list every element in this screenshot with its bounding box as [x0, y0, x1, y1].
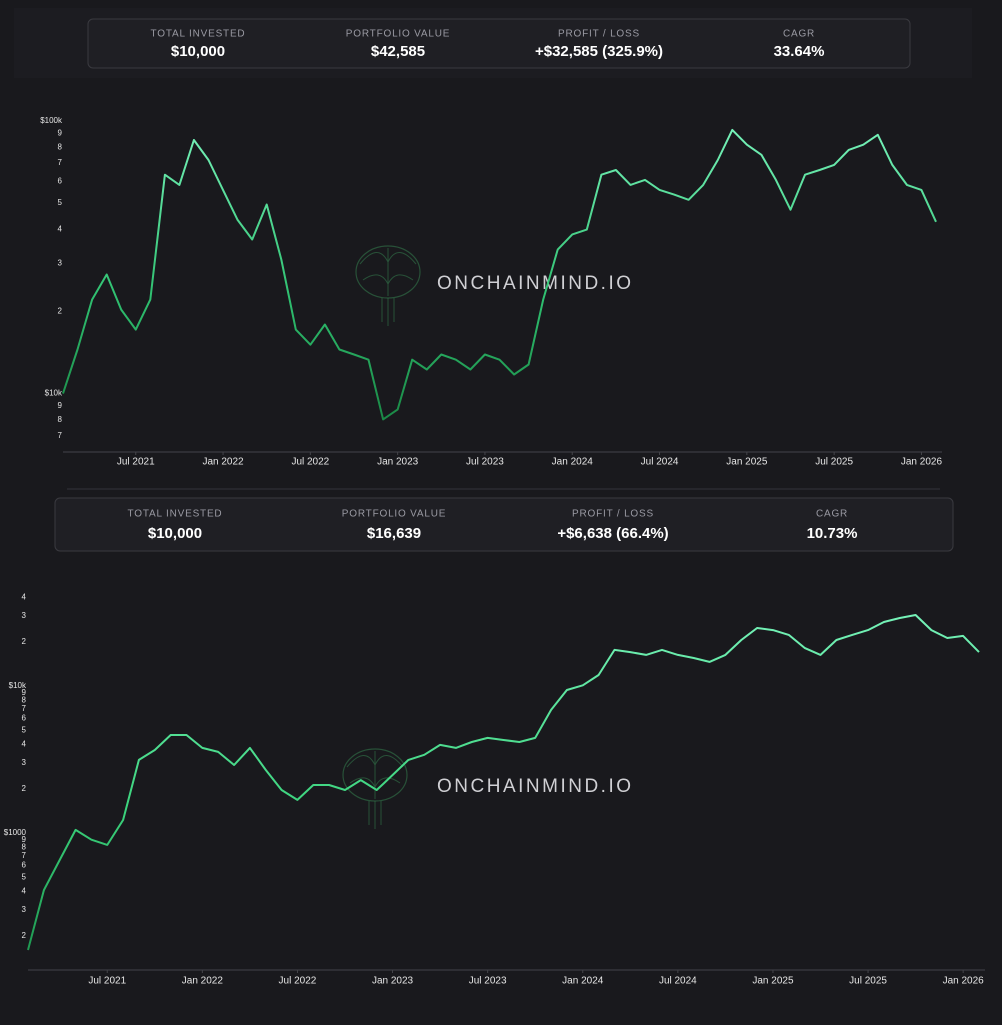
y-tick-label: 5 [22, 725, 27, 734]
stat-label: CAGR [816, 509, 848, 520]
y-tick-label: 3 [22, 905, 27, 914]
y-tick-label: $10k [9, 681, 27, 690]
y-tick-label: $10k [45, 389, 63, 398]
x-tick-label: Jul 2024 [641, 457, 679, 468]
stat-label: TOTAL INVESTED [151, 29, 246, 40]
stat-label: PORTFOLIO VALUE [346, 29, 450, 40]
x-tick-label: Jan 2026 [943, 976, 985, 987]
y-tick-label: 7 [58, 158, 63, 167]
x-tick-label: Jan 2025 [726, 457, 768, 468]
y-tick-label: 4 [22, 740, 27, 749]
series-line [27, 614, 980, 951]
y-tick-label: 8 [22, 842, 27, 851]
y-tick-label: $100k [40, 116, 63, 125]
watermark: ONCHAINMIND.IO [437, 273, 634, 294]
stat-label: PORTFOLIO VALUE [342, 509, 446, 520]
stats-panel [87, 18, 911, 69]
stat-value: +$6,638 (66.4%) [557, 525, 668, 542]
y-tick-label: 3 [22, 611, 27, 620]
stat-value: +$32,585 (325.9%) [535, 43, 663, 60]
y-tick-label: $1000 [4, 828, 27, 837]
y-tick-label: 7 [22, 704, 27, 713]
y-tick-label: 3 [58, 258, 63, 267]
x-tick-label: Jan 2026 [901, 457, 943, 468]
x-tick-label: Jul 2022 [291, 457, 329, 468]
stat-value: $16,639 [367, 525, 421, 542]
x-tick-label: Jul 2025 [815, 457, 853, 468]
y-tick-label: 6 [22, 714, 27, 723]
y-tick-label: 6 [22, 861, 27, 870]
x-tick-label: Jul 2025 [849, 976, 887, 987]
y-tick-label: 2 [22, 931, 27, 940]
x-tick-label: Jan 2025 [752, 976, 794, 987]
y-tick-label: 9 [58, 128, 63, 137]
y-tick-label: 4 [22, 887, 27, 896]
y-tick-label: 4 [22, 593, 27, 602]
x-tick-label: Jul 2021 [117, 457, 155, 468]
x-tick-label: Jan 2022 [202, 457, 244, 468]
y-tick-label: 4 [58, 224, 63, 233]
y-tick-label: 9 [22, 688, 27, 697]
y-tick-label: 6 [58, 176, 63, 185]
stats-panel [54, 497, 954, 552]
y-tick-label: 9 [58, 401, 63, 410]
stat-label: PROFIT / LOSS [558, 29, 640, 40]
brain-logo [355, 245, 421, 327]
y-tick-label: 2 [58, 306, 63, 315]
stat-value: $42,585 [371, 43, 425, 60]
y-tick-label: 7 [58, 431, 63, 440]
x-tick-label: Jan 2023 [372, 976, 414, 987]
watermark: ONCHAINMIND.IO [437, 776, 634, 797]
series-line [62, 128, 937, 421]
x-tick-label: Jul 2024 [659, 976, 697, 987]
x-tick-label: Jan 2024 [562, 976, 604, 987]
y-tick-label: 3 [22, 758, 27, 767]
y-tick-label: 8 [22, 695, 27, 704]
y-tick-label: 2 [22, 784, 27, 793]
x-tick-label: Jul 2023 [466, 457, 504, 468]
stat-value: 10.73% [807, 525, 858, 542]
y-tick-label: 9 [22, 835, 27, 844]
y-tick-label: 5 [22, 872, 27, 881]
stat-value: $10,000 [171, 43, 225, 60]
y-tick-label: 8 [58, 142, 63, 151]
y-tick-label: 7 [22, 851, 27, 860]
stat-label: TOTAL INVESTED [128, 509, 223, 520]
x-tick-label: Jan 2023 [377, 457, 419, 468]
x-tick-label: Jan 2022 [182, 976, 224, 987]
x-tick-label: Jul 2022 [279, 976, 317, 987]
x-tick-label: Jan 2024 [552, 457, 594, 468]
y-tick-label: 5 [58, 198, 63, 207]
y-tick-label: 8 [58, 415, 63, 424]
x-tick-label: Jul 2023 [469, 976, 507, 987]
stat-value: 33.64% [774, 43, 825, 60]
y-tick-label: 2 [22, 637, 27, 646]
stat-label: PROFIT / LOSS [572, 509, 654, 520]
x-tick-label: Jul 2021 [88, 976, 126, 987]
stat-value: $10,000 [148, 525, 202, 542]
stat-label: CAGR [783, 29, 815, 40]
